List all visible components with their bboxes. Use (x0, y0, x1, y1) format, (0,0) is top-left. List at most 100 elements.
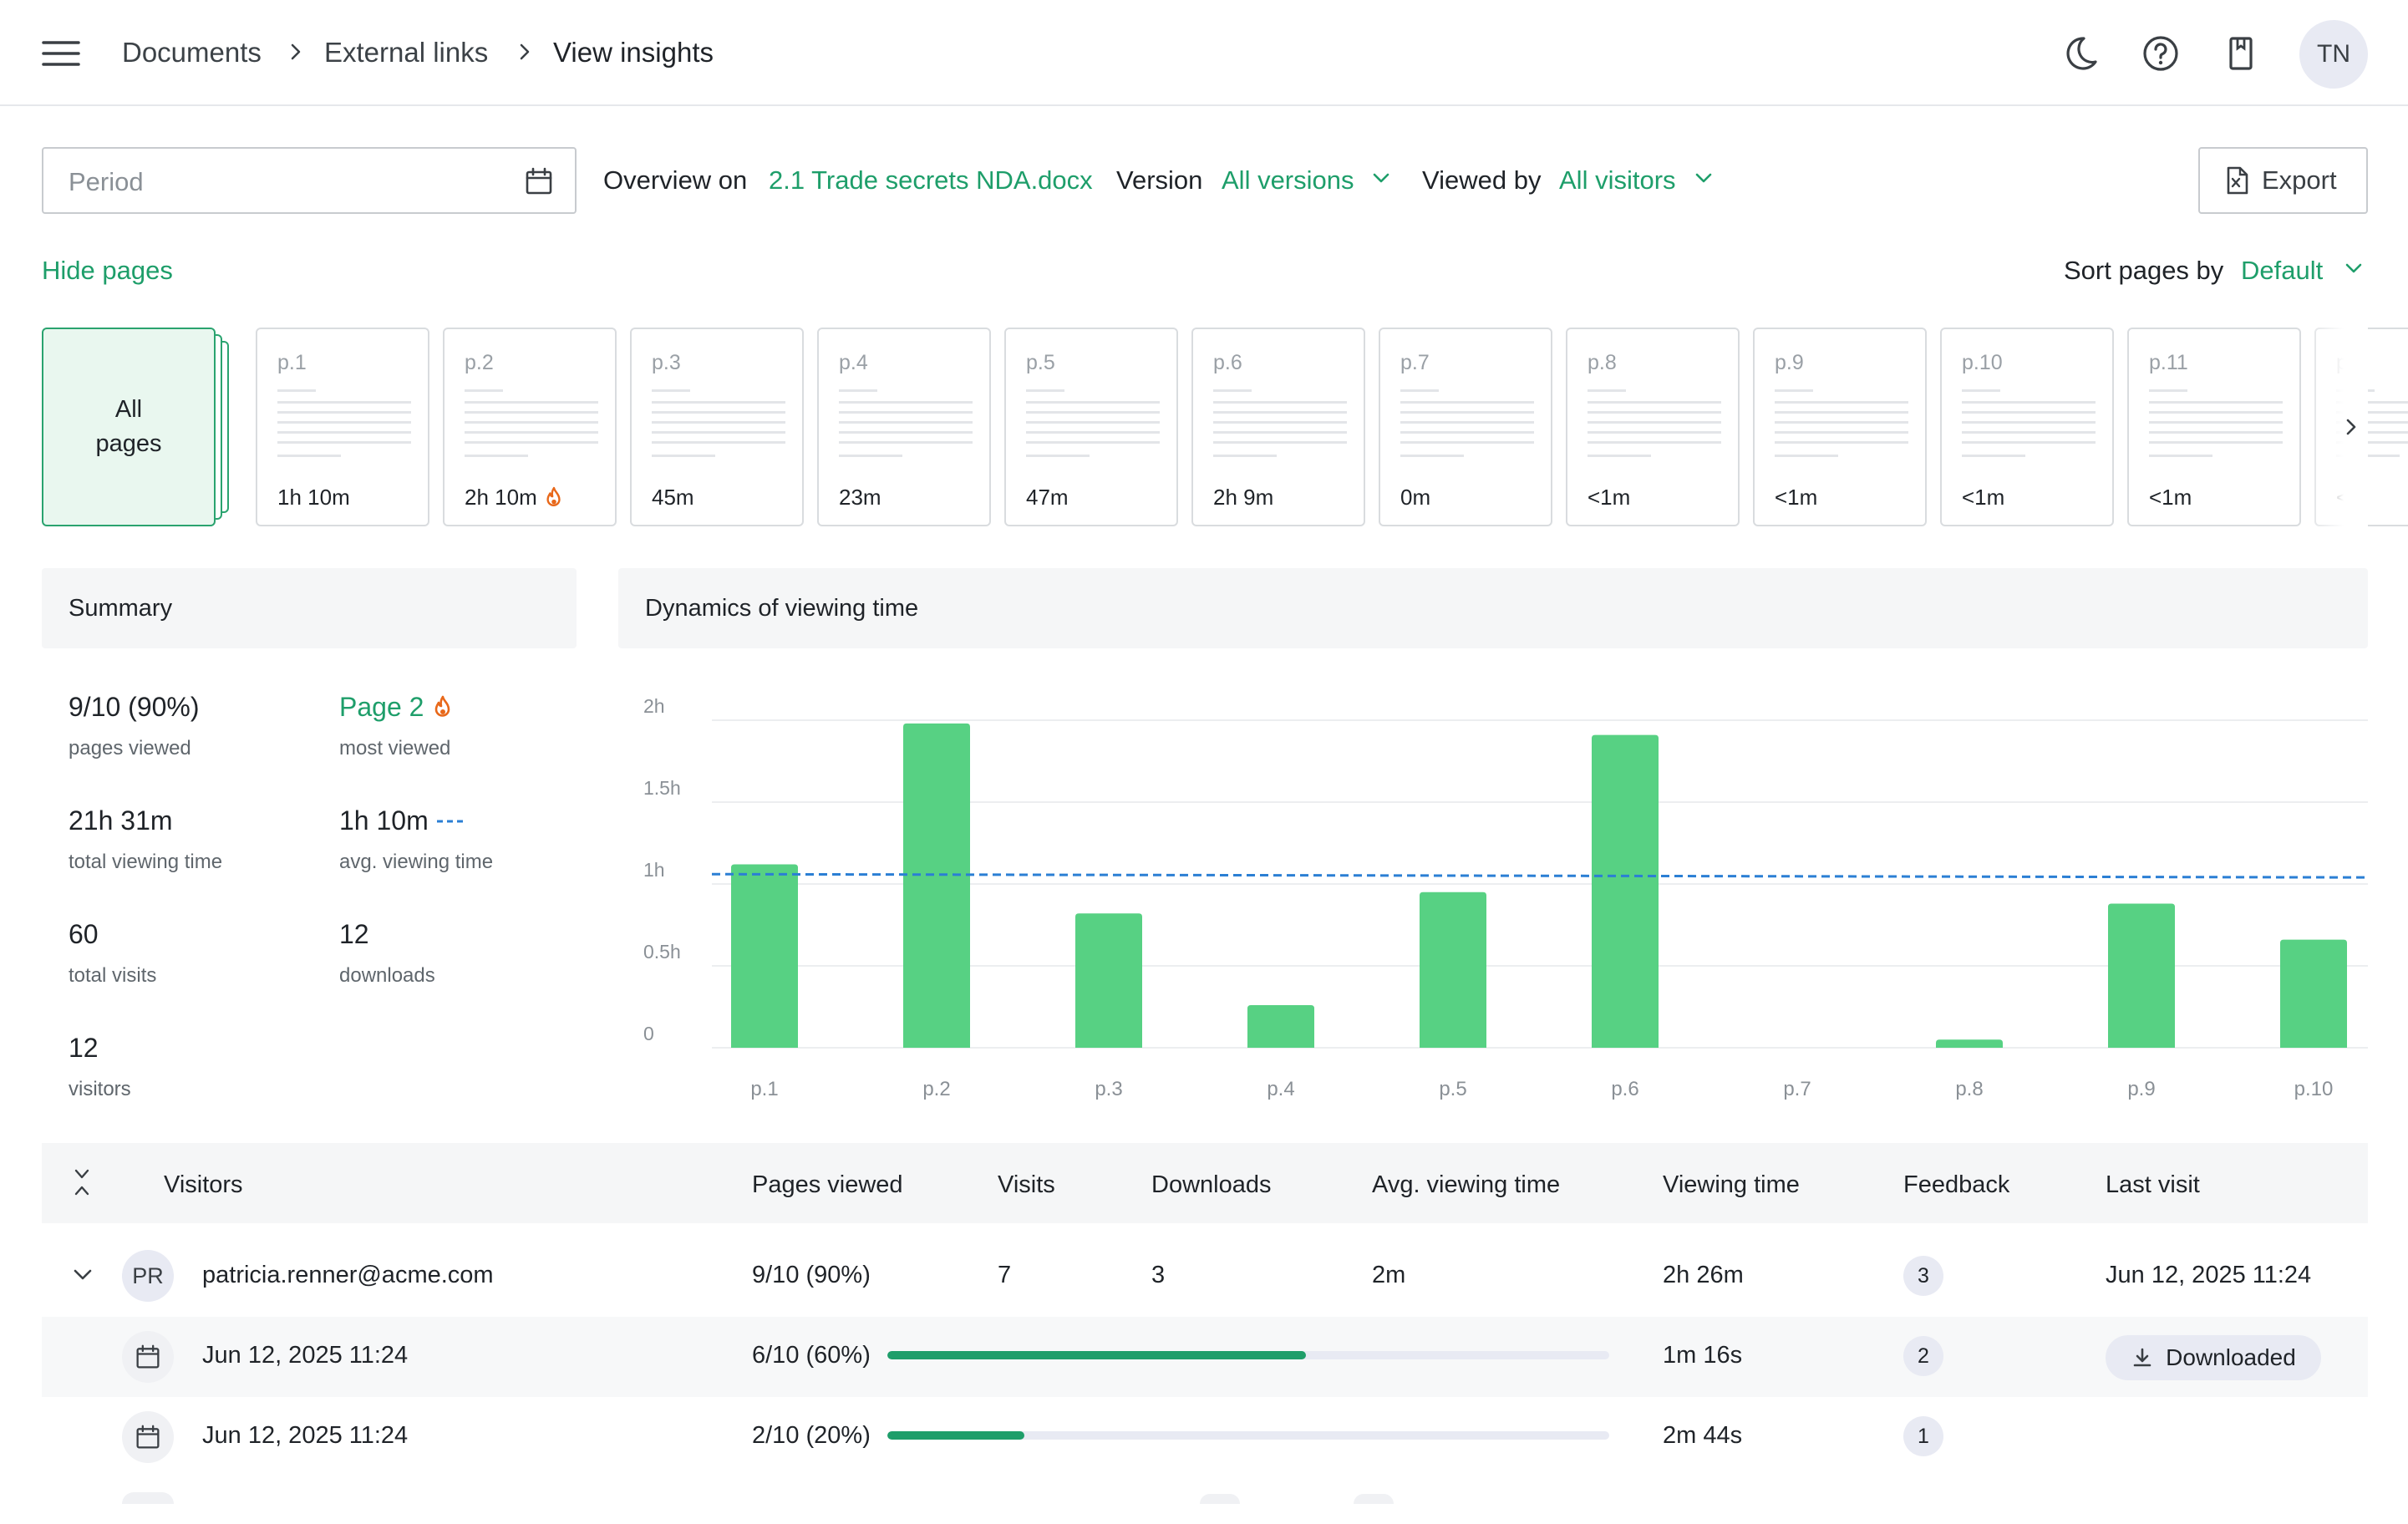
bookmark-icon[interactable] (2219, 32, 2263, 75)
page-preview-line (652, 401, 785, 404)
col-avg-viewing-time[interactable]: Avg. viewing time (1372, 1171, 1561, 1198)
sort-pages-dropdown[interactable]: Default (2241, 256, 2324, 285)
page-preview-line (277, 455, 341, 457)
page-preview-line (1962, 455, 2025, 457)
breadcrumb-current: View insights (553, 37, 714, 68)
visitor-viewing-time: 2h 26m (1663, 1262, 1744, 1288)
page-thumbnail[interactable]: p.5 47m (1004, 328, 1178, 526)
collapse-all-icon[interactable] (72, 1168, 92, 1196)
session-viewing-time: 1m 16s (1663, 1342, 1743, 1369)
avatar[interactable]: TN (2299, 20, 2368, 89)
session-pages: 6/10 (60%) (752, 1342, 871, 1369)
chart-bar[interactable] (903, 723, 970, 1048)
chart-bar[interactable] (1420, 892, 1486, 1048)
help-icon[interactable] (2139, 32, 2182, 75)
chevron-down-icon[interactable] (2344, 262, 2363, 274)
version-dropdown[interactable]: All versions (1222, 165, 1354, 195)
strip-fade (2314, 328, 2368, 526)
page-preview-line (2149, 431, 2283, 434)
page-viewing-time-text: 47m (1026, 485, 1069, 510)
total-visits-value: 60 (69, 919, 99, 949)
page-preview-line (1962, 411, 2096, 414)
calendar-icon[interactable] (525, 167, 553, 196)
hide-pages-link[interactable]: Hide pages (42, 256, 173, 285)
chart-bar[interactable] (1592, 734, 1659, 1048)
page-thumbnail[interactable]: p.8 <1m (1566, 328, 1740, 526)
feedback-badge[interactable]: 2 (1903, 1336, 1943, 1376)
total-time-value: 21h 31m (69, 805, 173, 836)
page-thumbnail[interactable]: p.1 1h 10m (256, 328, 429, 526)
col-downloads[interactable]: Downloads (1151, 1171, 1272, 1198)
chart-bar[interactable] (731, 864, 798, 1048)
chevron-right-icon (518, 42, 531, 62)
page-thumbnail[interactable]: p.11 <1m (2127, 328, 2301, 526)
breadcrumb-external-links[interactable]: External links (324, 37, 489, 68)
menu-icon[interactable] (42, 40, 80, 67)
page-viewing-time: 2h 9m (1213, 485, 1273, 511)
average-line (711, 872, 2368, 879)
page-preview-line (2336, 411, 2408, 414)
page-thumbnail[interactable]: p.10 <1m (1940, 328, 2114, 526)
page-preview-line (2149, 455, 2212, 457)
page-thumbnail[interactable]: p.7 0m (1379, 328, 1552, 526)
col-last-visit[interactable]: Last visit (2106, 1171, 2200, 1198)
chart-bar[interactable] (1075, 913, 1142, 1048)
chevron-right-icon[interactable] (2344, 416, 2358, 438)
page-preview-line (1213, 421, 1347, 424)
col-viewing-time[interactable]: Viewing time (1663, 1171, 1800, 1198)
period-input[interactable]: Period (42, 147, 577, 214)
feedback-badge[interactable]: 1 (1903, 1416, 1943, 1456)
downloads-label: downloads (339, 964, 435, 987)
page-thumbnail[interactable]: p.6 2h 9m (1191, 328, 1365, 526)
col-feedback[interactable]: Feedback (1903, 1171, 2010, 1198)
fire-icon (544, 486, 564, 510)
chevron-down-icon[interactable] (1372, 172, 1390, 184)
page-viewing-time-text: 45m (652, 485, 694, 510)
visitor-downloads: 3 (1151, 1262, 1166, 1288)
col-visits[interactable]: Visits (998, 1171, 1055, 1198)
page-thumbnail[interactable]: p.3 45m (630, 328, 804, 526)
page-thumbnail-label: p.5 (1026, 351, 1055, 374)
overview-document-link[interactable]: 2.1 Trade secrets NDA.docx (769, 165, 1093, 195)
export-button[interactable]: Export (2198, 147, 2368, 214)
col-pages-viewed[interactable]: Pages viewed (752, 1171, 903, 1198)
chart-bar[interactable] (2280, 939, 2347, 1048)
moon-icon[interactable] (2059, 32, 2102, 75)
page-preview-line (1588, 421, 1721, 424)
chart-panel-header: Dynamics of viewing time (618, 568, 2368, 648)
feedback-badge[interactable]: 3 (1903, 1256, 1943, 1296)
chart-bar[interactable] (2108, 903, 2175, 1048)
page-preview-line (465, 401, 598, 404)
sort-pages-label: Sort pages by (2064, 256, 2224, 285)
all-pages-card[interactable]: All pages (42, 328, 216, 526)
page-thumbnail[interactable]: p.9 <1m (1753, 328, 1927, 526)
page-thumbnail-label: p.4 (839, 351, 868, 374)
page-viewing-time-text: 1h 10m (277, 485, 350, 510)
page-preview-line (839, 401, 973, 404)
page-viewing-time-text: 0m (1400, 485, 1431, 510)
page-preview-line (839, 389, 877, 392)
page-viewing-time: 47m (1026, 485, 1069, 511)
chart-bar[interactable] (1247, 1005, 1314, 1048)
page-preview-line (277, 389, 316, 392)
most-viewed-page: Page 2 (339, 692, 424, 722)
chevron-down-icon[interactable] (1694, 172, 1713, 184)
page-thumbnail-label: p.9 (1775, 351, 1804, 374)
page-preview-line (465, 441, 598, 444)
page-viewing-time-text: <1m (1588, 485, 1631, 510)
page-thumbnail[interactable]: p.4 23m (817, 328, 991, 526)
page-thumbnail[interactable]: p.2 2h 10m (443, 328, 617, 526)
page-preview-line (465, 421, 598, 424)
page-preview-line (1400, 431, 1534, 434)
col-visitors[interactable]: Visitors (164, 1171, 243, 1198)
chart-bar[interactable] (1936, 1039, 2003, 1048)
most-viewed-value[interactable]: Page 2 (339, 692, 454, 723)
page-thumbnail-label: p.10 (1962, 351, 2003, 374)
page-preview-line (277, 441, 411, 444)
chevron-down-icon[interactable] (72, 1268, 94, 1282)
page-preview-line (1775, 441, 1908, 444)
breadcrumb-documents[interactable]: Documents (122, 37, 262, 68)
page-viewing-time: <1m (1962, 485, 2004, 511)
viewed-by-dropdown[interactable]: All visitors (1559, 165, 1676, 195)
page-preview-line (1213, 401, 1347, 404)
